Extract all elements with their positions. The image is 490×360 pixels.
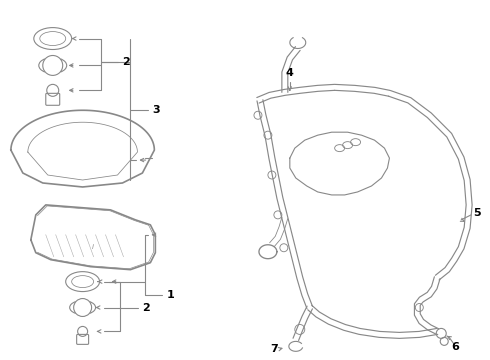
Text: 6: 6 xyxy=(451,342,459,352)
Text: 5: 5 xyxy=(473,208,481,218)
Text: 2: 2 xyxy=(143,302,150,312)
Text: 3: 3 xyxy=(152,105,160,115)
Text: 4: 4 xyxy=(286,68,294,78)
Text: i: i xyxy=(92,244,94,250)
Text: 7: 7 xyxy=(270,345,278,354)
Text: 1: 1 xyxy=(166,289,174,300)
Text: 2: 2 xyxy=(122,58,130,67)
